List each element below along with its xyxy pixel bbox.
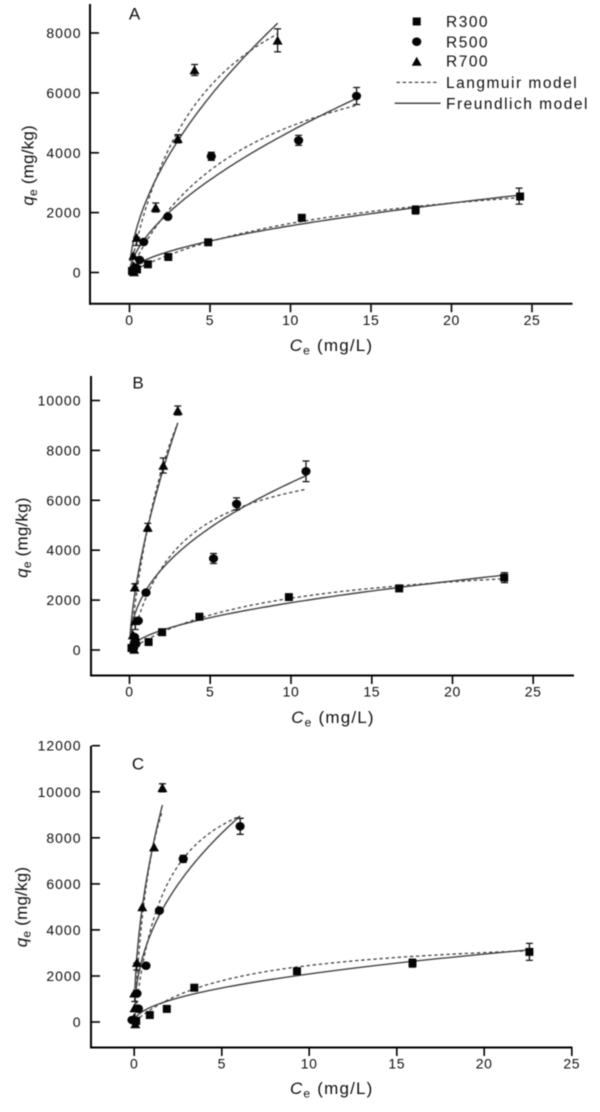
svg-text:Langmuir model: Langmuir model (446, 75, 578, 92)
svg-text:20: 20 (444, 684, 461, 700)
svg-text:0: 0 (73, 265, 82, 281)
svg-text:0: 0 (125, 684, 133, 700)
svg-text:Freundlich model: Freundlich model (446, 96, 589, 113)
svg-text:Ce (mg/L): Ce (mg/L) (290, 336, 374, 357)
svg-text:4000: 4000 (46, 542, 81, 558)
svg-text:B: B (132, 374, 143, 393)
svg-text:R500: R500 (446, 34, 489, 51)
svg-text:10000: 10000 (38, 393, 82, 409)
svg-text:2000: 2000 (46, 205, 81, 221)
svg-text:10: 10 (282, 312, 299, 328)
svg-text:25: 25 (524, 312, 541, 328)
svg-text:4000: 4000 (46, 145, 81, 161)
svg-text:0: 0 (73, 642, 82, 658)
svg-text:2000: 2000 (46, 968, 81, 984)
svg-text:0: 0 (73, 1014, 82, 1030)
svg-text:0: 0 (130, 1056, 138, 1072)
svg-text:Ce (mg/L): Ce (mg/L) (290, 1079, 374, 1100)
svg-text:20: 20 (476, 1056, 493, 1072)
svg-text:5: 5 (206, 312, 214, 328)
svg-text:10000: 10000 (38, 784, 82, 800)
svg-text:qe (mg/kg): qe (mg/kg) (19, 125, 40, 205)
svg-text:qe (mg/kg): qe (mg/kg) (13, 497, 34, 577)
svg-text:R300: R300 (446, 14, 489, 31)
svg-text:5: 5 (218, 1056, 226, 1072)
svg-text:2000: 2000 (46, 592, 81, 608)
svg-text:Ce (mg/L): Ce (mg/L) (291, 708, 375, 729)
svg-text:10: 10 (301, 1056, 318, 1072)
svg-text:A: A (129, 5, 141, 24)
svg-text:15: 15 (388, 1056, 405, 1072)
svg-text:8000: 8000 (46, 442, 81, 458)
svg-text:20: 20 (443, 312, 460, 328)
svg-text:R700: R700 (446, 54, 489, 71)
svg-text:8000: 8000 (46, 25, 81, 41)
svg-text:6000: 6000 (46, 876, 81, 892)
svg-text:12000: 12000 (38, 738, 82, 754)
svg-text:15: 15 (363, 684, 380, 700)
svg-text:qe (mg/kg): qe (mg/kg) (12, 867, 33, 947)
svg-text:0: 0 (125, 312, 133, 328)
svg-text:25: 25 (563, 1056, 580, 1072)
svg-text:10: 10 (283, 684, 300, 700)
svg-text:5: 5 (206, 684, 214, 700)
svg-text:4000: 4000 (46, 922, 81, 938)
svg-text:6000: 6000 (46, 85, 81, 101)
svg-text:6000: 6000 (46, 492, 81, 508)
svg-text:25: 25 (525, 684, 542, 700)
svg-text:15: 15 (363, 312, 380, 328)
svg-text:8000: 8000 (46, 830, 81, 846)
svg-text:C: C (132, 755, 144, 774)
